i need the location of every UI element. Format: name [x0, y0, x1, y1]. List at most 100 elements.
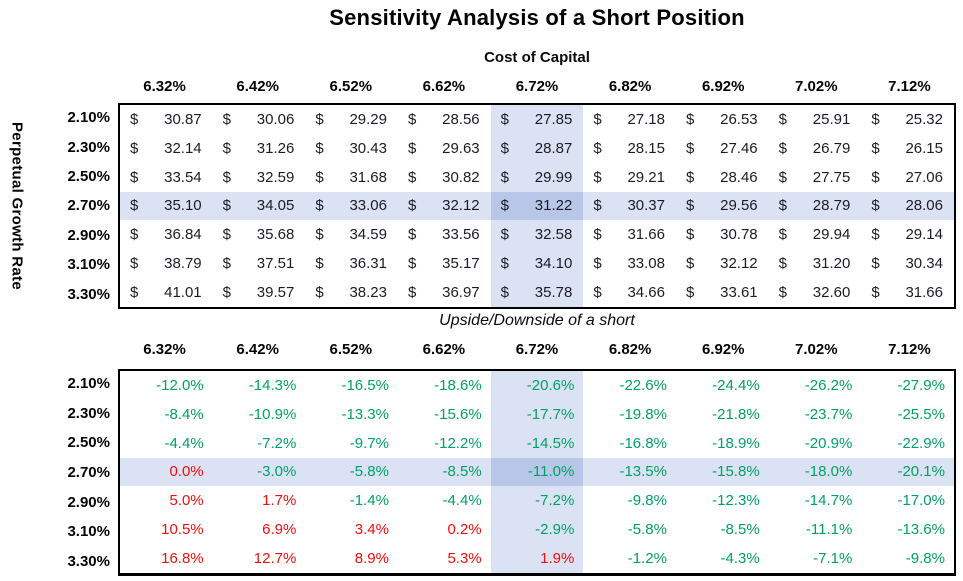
valuation-cell-r2-c8[interactable]: $27.06 — [861, 163, 954, 192]
valuation-cell-r5-c4[interactable]: $34.10 — [490, 249, 584, 279]
upside-downside-cell-r4-c4[interactable]: -7.2% — [490, 486, 584, 516]
valuation-cell-r2-c5[interactable]: $29.21 — [583, 163, 676, 192]
upside-downside-cell-r1-c8[interactable]: -25.5% — [897, 405, 945, 423]
upside-downside-cell-r1-c5[interactable]: -19.8% — [619, 405, 667, 423]
upside-downside-cell-r5-c2[interactable]: 3.4% — [354, 521, 389, 539]
upside-downside-cell-r5-c1[interactable]: 6.9% — [262, 521, 297, 539]
valuation-cell-r2-c3[interactable]: $30.82 — [398, 163, 491, 192]
valuation-col-header-1[interactable]: 6.42% — [236, 78, 279, 95]
valuation-cell-r2-c1[interactable]: $32.59 — [213, 163, 306, 192]
valuation-cell-r2-c4[interactable]: $29.99 — [490, 162, 584, 192]
valuation-cell-r5-c6[interactable]: $32.12 — [676, 249, 769, 278]
valuation-cell-r6-c1[interactable]: $39.57 — [213, 278, 306, 307]
upside-downside-cell-r1-c3[interactable]: -15.6% — [434, 405, 482, 423]
valuation-cell-r3-c5[interactable]: $30.37 — [583, 191, 676, 221]
upside-downside-col-header-4[interactable]: 6.72% — [515, 341, 559, 358]
upside-downside-cell-r2-c3[interactable]: -12.2% — [434, 434, 482, 452]
upside-downside-col-header-0[interactable]: 6.32% — [143, 341, 186, 358]
valuation-cell-r6-c5[interactable]: $34.66 — [583, 278, 676, 307]
valuation-col-header-6[interactable]: 6.92% — [701, 78, 745, 95]
valuation-cell-r4-c3[interactable]: $33.56 — [398, 220, 491, 249]
valuation-cell-r1-c8[interactable]: $26.15 — [861, 134, 954, 163]
upside-downside-cell-r6-c4[interactable]: 1.9% — [490, 544, 584, 573]
upside-downside-cell-r2-c0[interactable]: -4.4% — [164, 434, 204, 452]
valuation-cell-r1-c3[interactable]: $29.63 — [398, 134, 491, 163]
upside-downside-cell-r0-c5[interactable]: -22.6% — [619, 376, 667, 394]
upside-downside-cell-r0-c6[interactable]: -24.4% — [712, 376, 760, 394]
upside-downside-cell-r0-c3[interactable]: -18.6% — [434, 376, 482, 394]
upside-downside-cell-r0-c8[interactable]: -27.9% — [897, 376, 945, 394]
upside-downside-cell-r1-c6[interactable]: -21.8% — [712, 405, 760, 423]
valuation-cell-r4-c1[interactable]: $35.68 — [213, 220, 306, 249]
upside-downside-row-header-0[interactable]: 2.10% — [67, 375, 110, 393]
valuation-cell-r6-c3[interactable]: $36.97 — [398, 278, 491, 307]
upside-downside-cell-r3-c8[interactable]: -20.1% — [861, 457, 954, 487]
upside-downside-cell-r4-c1[interactable]: 1.7% — [262, 492, 297, 510]
valuation-cell-r4-c7[interactable]: $29.94 — [769, 220, 862, 249]
upside-downside-cell-r0-c1[interactable]: -14.3% — [248, 376, 297, 394]
valuation-cell-r1-c0[interactable]: $32.14 — [120, 134, 213, 163]
valuation-cell-r5-c2[interactable]: $36.31 — [305, 249, 398, 278]
upside-downside-row-header-3[interactable]: 2.70% — [67, 463, 110, 481]
valuation-row-header-4[interactable]: 2.90% — [67, 226, 110, 244]
upside-downside-cell-r2-c6[interactable]: -18.9% — [712, 434, 760, 452]
upside-downside-row-header-2[interactable]: 2.50% — [67, 434, 110, 452]
upside-downside-col-header-8[interactable]: 7.12% — [888, 341, 931, 358]
valuation-cell-r4-c8[interactable]: $29.14 — [861, 220, 954, 249]
upside-downside-cell-r5-c8[interactable]: -13.6% — [897, 521, 945, 539]
valuation-cell-r5-c3[interactable]: $35.17 — [398, 249, 491, 278]
upside-downside-cell-r4-c2[interactable]: -1.4% — [349, 492, 389, 510]
upside-downside-cell-r4-c5[interactable]: -9.8% — [627, 492, 667, 510]
upside-downside-cell-r2-c8[interactable]: -22.9% — [897, 434, 945, 452]
upside-downside-cell-r0-c2[interactable]: -16.5% — [341, 376, 389, 394]
valuation-cell-r5-c5[interactable]: $33.08 — [583, 249, 676, 278]
valuation-cell-r3-c1[interactable]: $34.05 — [212, 191, 306, 221]
upside-downside-col-header-6[interactable]: 6.92% — [701, 341, 745, 358]
upside-downside-cell-r1-c4[interactable]: -17.7% — [490, 399, 584, 429]
upside-downside-cell-r6-c7[interactable]: -7.1% — [813, 550, 853, 568]
valuation-col-header-3[interactable]: 6.62% — [422, 78, 466, 95]
upside-downside-cell-r2-c5[interactable]: -16.8% — [619, 434, 667, 452]
valuation-cell-r1-c7[interactable]: $26.79 — [769, 134, 862, 163]
valuation-cell-r0-c6[interactable]: $26.53 — [676, 105, 769, 134]
upside-downside-cell-r3-c0[interactable]: 0.0% — [120, 457, 213, 487]
valuation-row-header-5[interactable]: 3.10% — [67, 256, 110, 274]
upside-downside-cell-r4-c6[interactable]: -12.3% — [712, 492, 760, 510]
upside-downside-cell-r0-c7[interactable]: -26.2% — [804, 376, 853, 394]
upside-downside-cell-r5-c3[interactable]: 0.2% — [447, 521, 482, 539]
valuation-cell-r4-c4[interactable]: $32.58 — [490, 220, 584, 250]
upside-downside-cell-r3-c1[interactable]: -3.0% — [212, 457, 306, 487]
valuation-cell-r3-c8[interactable]: $28.06 — [861, 191, 954, 221]
valuation-cell-r1-c2[interactable]: $30.43 — [305, 134, 398, 163]
valuation-row-header-1[interactable]: 2.30% — [67, 138, 110, 156]
valuation-cell-r0-c0[interactable]: $30.87 — [120, 105, 213, 134]
valuation-cell-r0-c2[interactable]: $29.29 — [305, 105, 398, 134]
valuation-cell-r3-c0[interactable]: $35.10 — [120, 191, 213, 221]
valuation-cell-r4-c5[interactable]: $31.66 — [583, 220, 676, 249]
valuation-cell-r6-c0[interactable]: $41.01 — [120, 278, 213, 307]
upside-downside-row-header-6[interactable]: 3.30% — [67, 552, 110, 570]
valuation-cell-r3-c2[interactable]: $33.06 — [305, 191, 398, 221]
upside-downside-col-header-1[interactable]: 6.42% — [236, 341, 279, 358]
upside-downside-cell-r3-c2[interactable]: -5.8% — [305, 457, 398, 487]
upside-downside-cell-r5-c4[interactable]: -2.9% — [490, 515, 584, 545]
upside-downside-cell-r3-c4[interactable]: -11.0% — [490, 457, 584, 487]
upside-downside-cell-r0-c0[interactable]: -12.0% — [156, 376, 204, 394]
valuation-row-header-0[interactable]: 2.10% — [67, 109, 110, 127]
upside-downside-cell-r5-c6[interactable]: -8.5% — [720, 521, 760, 539]
upside-downside-cell-r1-c1[interactable]: -10.9% — [248, 405, 297, 423]
valuation-cell-r1-c6[interactable]: $27.46 — [676, 134, 769, 163]
valuation-cell-r5-c0[interactable]: $38.79 — [120, 249, 213, 278]
valuation-col-header-2[interactable]: 6.52% — [329, 78, 373, 95]
valuation-cell-r5-c7[interactable]: $31.20 — [769, 249, 862, 278]
upside-downside-cell-r4-c0[interactable]: 5.0% — [169, 492, 204, 510]
valuation-cell-r0-c5[interactable]: $27.18 — [583, 105, 676, 134]
upside-downside-cell-r6-c5[interactable]: -1.2% — [627, 550, 667, 568]
upside-downside-col-header-2[interactable]: 6.52% — [329, 341, 373, 358]
upside-downside-col-header-7[interactable]: 7.02% — [795, 341, 838, 358]
valuation-cell-r6-c6[interactable]: $33.61 — [676, 278, 769, 307]
upside-downside-row-header-1[interactable]: 2.30% — [67, 404, 110, 422]
valuation-cell-r1-c4[interactable]: $28.87 — [490, 133, 584, 163]
valuation-cell-r2-c2[interactable]: $31.68 — [305, 163, 398, 192]
valuation-row-header-6[interactable]: 3.30% — [67, 285, 110, 303]
